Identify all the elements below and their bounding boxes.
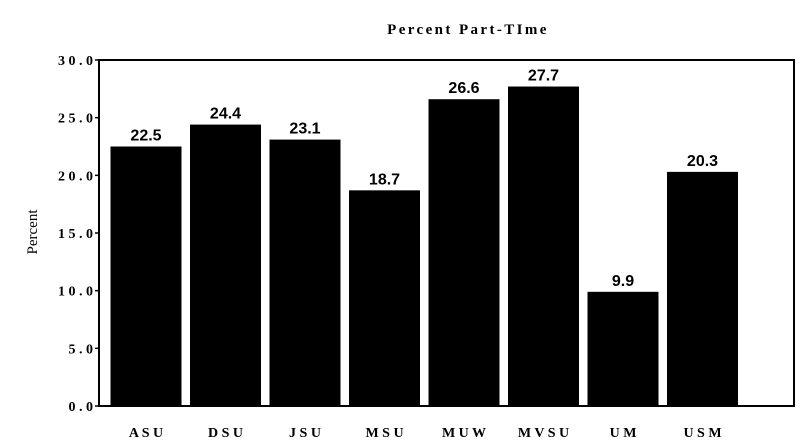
y-axis-ticks: 0 . 0 5 . 0 1 0 . 0 1 5 . 0 2 0 . 0 2 5 . 0 3 … bbox=[58, 54, 99, 415]
x-category-label: M V S U bbox=[518, 426, 569, 440]
value-label: 23.1 bbox=[289, 121, 320, 138]
bar-mvsu bbox=[508, 86, 579, 406]
y-tick-label: 1 0 . 0 bbox=[58, 285, 93, 300]
y-tick-label: 1 5 . 0 bbox=[58, 227, 93, 242]
value-label: 9.9 bbox=[612, 273, 634, 290]
value-label: 27.7 bbox=[528, 68, 559, 85]
x-category-label: M S U bbox=[365, 426, 403, 440]
y-tick-label: 3 0 . 0 bbox=[58, 54, 93, 69]
value-label: 18.7 bbox=[369, 171, 400, 188]
bars bbox=[110, 86, 738, 407]
y-tick-label: 2 5 . 0 bbox=[58, 112, 93, 127]
x-category-label: U S M bbox=[683, 426, 721, 440]
value-label: 20.3 bbox=[687, 153, 718, 170]
y-tick-label: 2 0 . 0 bbox=[58, 169, 93, 184]
x-category-label: A S U bbox=[129, 426, 163, 440]
value-labels: 22.5 24.4 23.1 18.7 26.6 27.7 9.9 20.3 bbox=[130, 68, 718, 290]
value-label: 24.4 bbox=[210, 106, 241, 123]
x-category-label: U M bbox=[610, 426, 637, 440]
bar-dsu bbox=[190, 124, 261, 406]
y-tick-label: 5 . 0 bbox=[69, 342, 94, 357]
bar-msu bbox=[349, 190, 420, 406]
x-category-label: J S U bbox=[289, 426, 321, 440]
bar-um bbox=[587, 291, 659, 406]
x-category-label: D S U bbox=[208, 426, 243, 440]
y-tick-label: 0 . 0 bbox=[69, 400, 94, 415]
bar-jsu bbox=[269, 139, 341, 406]
bar-muw bbox=[428, 99, 500, 407]
bar-asu bbox=[110, 146, 182, 406]
y-axis-label: Percent bbox=[25, 209, 41, 255]
value-label: 26.6 bbox=[448, 80, 479, 97]
chart-title: Percent Part-TIme bbox=[387, 22, 549, 38]
bar-usm bbox=[667, 171, 738, 406]
x-category-label: M U W bbox=[442, 426, 486, 440]
value-label: 22.5 bbox=[130, 128, 161, 145]
